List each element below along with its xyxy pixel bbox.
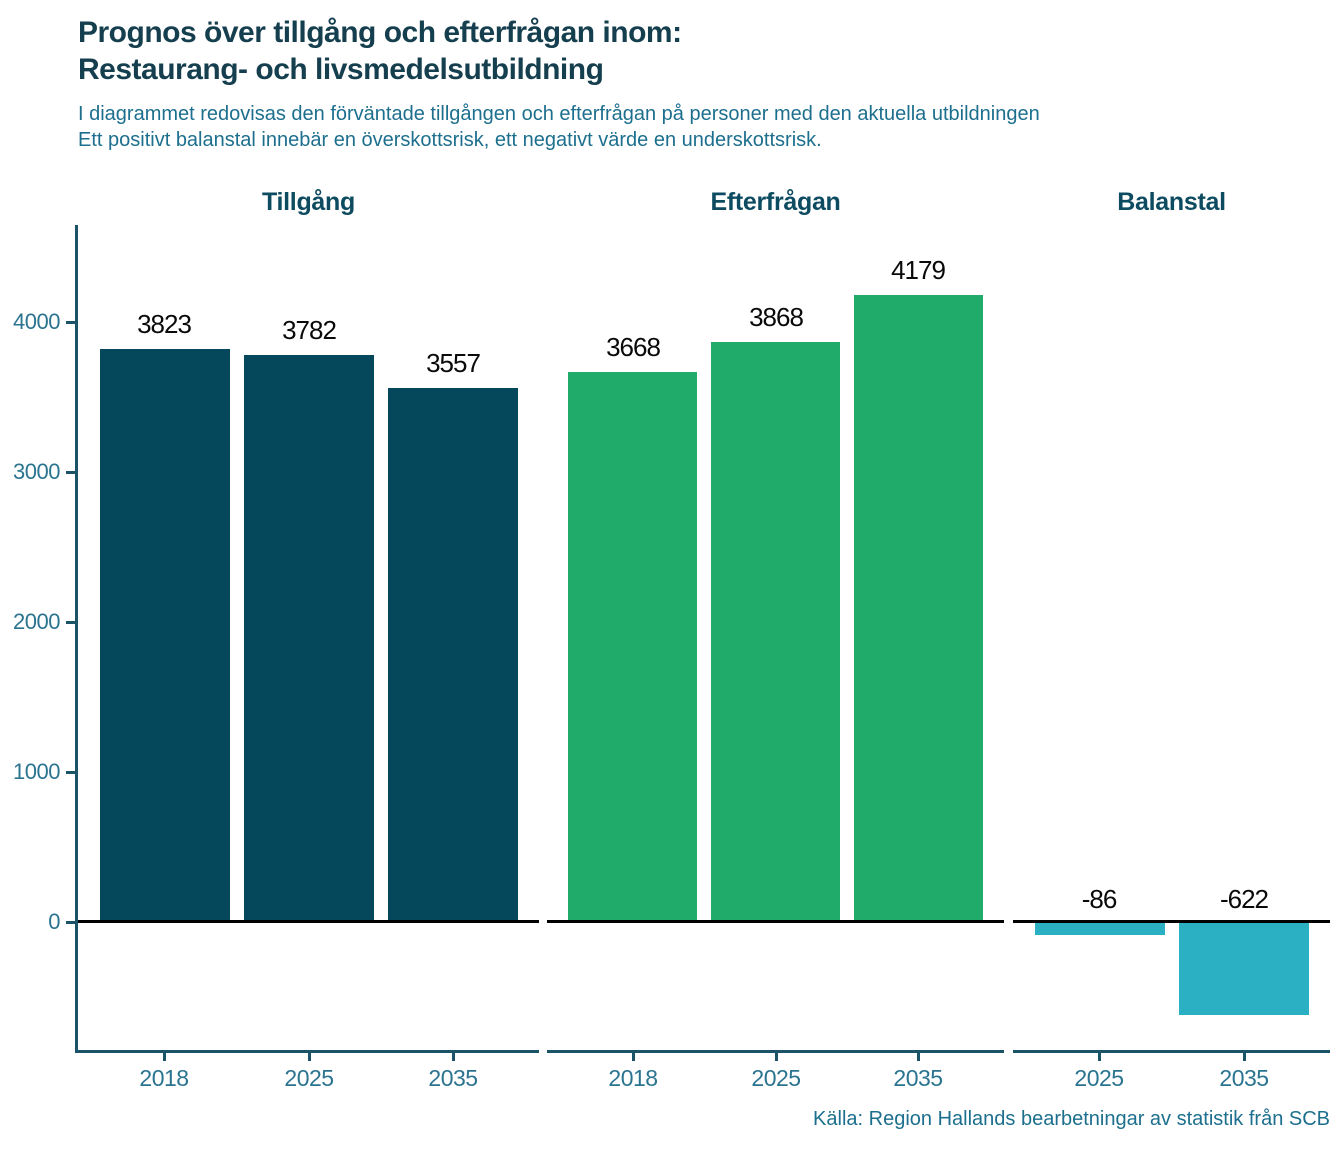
x-tick-label: 2035 [1219,1065,1269,1091]
x-tick [775,1050,778,1061]
y-tick [66,771,75,774]
source-caption: Källa: Region Hallands bearbetningar av … [813,1108,1330,1130]
x-tick [1098,1050,1101,1061]
x-tick [308,1050,311,1061]
x-tick [632,1050,635,1061]
x-tick-label: 2018 [608,1065,658,1091]
panel-title: Tillgång [262,188,355,216]
y-tick-label: 2000 [13,609,60,634]
bar [244,355,374,922]
zero-line [547,920,1004,923]
y-tick-label: 1000 [13,759,60,784]
y-tick-label: 0 [48,909,60,934]
bar-value-label: 3668 [606,332,661,362]
panel-title: Efterfrågan [710,188,841,216]
y-tick [66,471,75,474]
page-title-line-1: Prognos över tillgång och efterfrågan in… [78,16,682,49]
y-tick-label: 3000 [13,459,60,484]
page-subtitle-line-1: I diagrammet redovisas den förväntade ti… [78,103,1040,125]
zero-line [78,920,539,923]
y-axis-line [75,225,78,1053]
bar-value-label: 3557 [426,348,481,378]
bar-value-label: 4179 [891,255,946,285]
panel-title: Balanstal [1117,188,1226,216]
y-tick-label: 4000 [13,309,60,334]
page-subtitle-line-2: Ett positivt balanstal innebär en översk… [78,129,822,151]
bar-value-label: 3782 [282,315,337,345]
zero-line [1013,920,1330,923]
bar [854,295,983,922]
bar [100,349,230,922]
bar [1179,922,1309,1015]
x-tick [917,1050,920,1061]
y-tick [66,921,75,924]
x-tick [452,1050,455,1061]
bar [388,388,518,922]
x-tick [163,1050,166,1061]
x-tick [1243,1050,1246,1061]
bar [711,342,840,922]
x-tick-label: 2025 [284,1065,334,1091]
y-tick [66,321,75,324]
y-tick [66,621,75,624]
bar-value-label: -86 [1081,884,1118,914]
page-subtitle: I diagrammet redovisas den förväntade ti… [78,101,1040,153]
bar-value-label: 3868 [749,302,804,332]
x-tick-label: 2018 [139,1065,189,1091]
bar-value-label: -622 [1219,884,1269,914]
x-tick-label: 2035 [428,1065,478,1091]
bar [568,372,697,922]
page-title: Prognos över tillgång och efterfrågan in… [78,14,682,88]
bar-value-label: 3823 [137,309,192,339]
x-tick-label: 2035 [893,1065,943,1091]
x-tick-label: 2025 [751,1065,801,1091]
bar [1035,922,1165,935]
x-axis-line [1013,1050,1330,1053]
page-title-line-2: Restaurang- och livsmedelsutbildning [78,53,604,86]
x-tick-label: 2025 [1074,1065,1124,1091]
